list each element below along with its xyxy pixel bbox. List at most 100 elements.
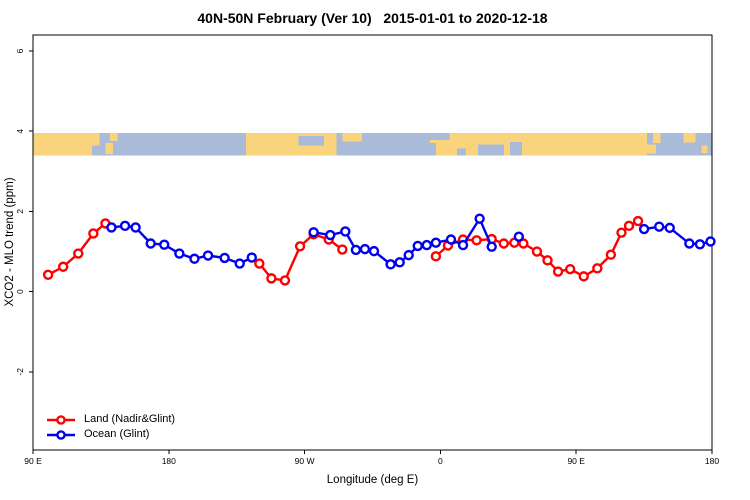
- x-tick-label: 90 W: [295, 456, 315, 466]
- map-ocean-region: [429, 133, 450, 140]
- data-point-marker: [694, 239, 706, 250]
- data-point-marker: [471, 235, 482, 246]
- data-point-marker: [684, 238, 695, 249]
- data-point-marker: [486, 241, 497, 252]
- data-point-marker: [616, 227, 627, 238]
- data-point-marker: [552, 266, 564, 277]
- legend-label-land: Land (Nadir&Glint): [84, 413, 176, 425]
- x-tick-label: 180: [705, 456, 719, 466]
- legend-item-ocean: Ocean (Glint): [46, 427, 175, 442]
- chart-title: 40N-50N February (Ver 10) 2015-01-01 to …: [197, 10, 548, 26]
- map-ocean-region: [99, 133, 246, 156]
- map-ocean-region: [426, 143, 436, 156]
- data-point-marker: [498, 238, 509, 249]
- data-point-marker: [457, 239, 469, 251]
- data-point-marker: [130, 222, 141, 233]
- ocean-series-marker-icon: [47, 429, 75, 440]
- map-ocean-region: [478, 144, 504, 156]
- data-point-marker: [592, 263, 603, 274]
- data-point-marker: [653, 221, 665, 232]
- data-point-marker: [518, 238, 529, 249]
- y-tick-label: 0: [15, 289, 25, 294]
- data-point-marker: [73, 248, 84, 259]
- data-point-marker: [421, 239, 433, 251]
- data-point-marker: [705, 236, 716, 247]
- data-point-marker: [632, 215, 644, 227]
- map-land-region: [647, 144, 657, 154]
- data-point-marker: [430, 237, 442, 248]
- data-point-marker: [279, 275, 291, 286]
- data-point-marker: [359, 243, 371, 255]
- y-tick-label: 4: [15, 129, 25, 134]
- map-land-region: [105, 143, 113, 155]
- data-point-marker: [57, 261, 69, 272]
- data-point-marker: [202, 250, 214, 261]
- map-land-region: [342, 133, 362, 142]
- data-point-marker: [219, 252, 230, 264]
- map-land-region: [109, 133, 118, 141]
- data-point-marker: [403, 249, 414, 261]
- data-point-marker: [294, 241, 306, 252]
- world-map-strip: [33, 133, 712, 156]
- map-ocean-region: [91, 145, 100, 156]
- data-point-marker: [254, 258, 265, 269]
- x-tick-label: 90 E: [567, 456, 585, 466]
- data-point-marker: [246, 252, 257, 263]
- data-point-marker: [385, 259, 396, 270]
- data-point-marker: [42, 269, 54, 280]
- map-land-region: [701, 145, 708, 154]
- data-point-marker: [174, 248, 185, 259]
- data-point-marker: [145, 238, 156, 249]
- data-point-marker: [605, 249, 617, 260]
- legend-label-ocean: Ocean (Glint): [84, 428, 150, 440]
- y-axis-title: XCO2 - MLO trend (ppm): [4, 177, 16, 307]
- data-point-marker: [430, 251, 442, 262]
- data-point-marker: [542, 255, 553, 266]
- data-point-marker: [531, 246, 543, 257]
- y-tick-label: 2: [15, 209, 25, 214]
- map-ocean-region: [456, 148, 467, 156]
- data-point-marker: [159, 239, 170, 250]
- legend: Land (Nadir&Glint) Ocean (Glint): [46, 412, 175, 442]
- data-point-marker: [234, 258, 245, 269]
- data-point-marker: [394, 257, 405, 268]
- map-ocean-region: [647, 133, 712, 156]
- data-point-marker: [623, 220, 635, 232]
- data-point-marker: [474, 213, 485, 224]
- y-tick-label: 6: [15, 48, 25, 53]
- x-axis-title: Longitude (deg E): [326, 474, 419, 486]
- data-point-marker: [350, 244, 362, 256]
- data-point-marker: [445, 234, 457, 245]
- data-point-marker: [308, 227, 319, 238]
- data-point-marker: [337, 244, 348, 255]
- data-point-marker: [412, 240, 423, 252]
- ocean-series: [106, 213, 716, 270]
- plot-border: [32, 34, 713, 451]
- map-ocean-region: [509, 142, 522, 156]
- data-point-marker: [189, 253, 200, 264]
- data-point-marker: [106, 222, 117, 233]
- y-tick-label: -2: [15, 368, 25, 376]
- data-point-marker: [88, 228, 99, 239]
- map-ocean-region: [298, 135, 325, 146]
- data-point-marker: [564, 263, 576, 275]
- data-point-marker: [325, 229, 336, 241]
- x-tick-label: 180: [162, 456, 176, 466]
- data-point-marker: [638, 223, 650, 235]
- data-point-marker: [119, 220, 131, 232]
- legend-item-land: Land (Nadir&Glint): [46, 412, 175, 427]
- data-point-marker: [368, 245, 380, 257]
- map-land-region: [653, 133, 661, 144]
- land-series: [42, 215, 644, 286]
- land-series-marker-icon: [47, 414, 75, 425]
- x-tick-label: 90 E: [24, 456, 42, 466]
- data-point-marker: [340, 226, 351, 237]
- data-point-marker: [664, 222, 675, 234]
- series-line: [312, 216, 493, 266]
- data-point-marker: [266, 273, 277, 284]
- map-land-region: [683, 133, 696, 143]
- x-tick-label: 0: [438, 456, 443, 466]
- data-point-marker: [513, 231, 525, 242]
